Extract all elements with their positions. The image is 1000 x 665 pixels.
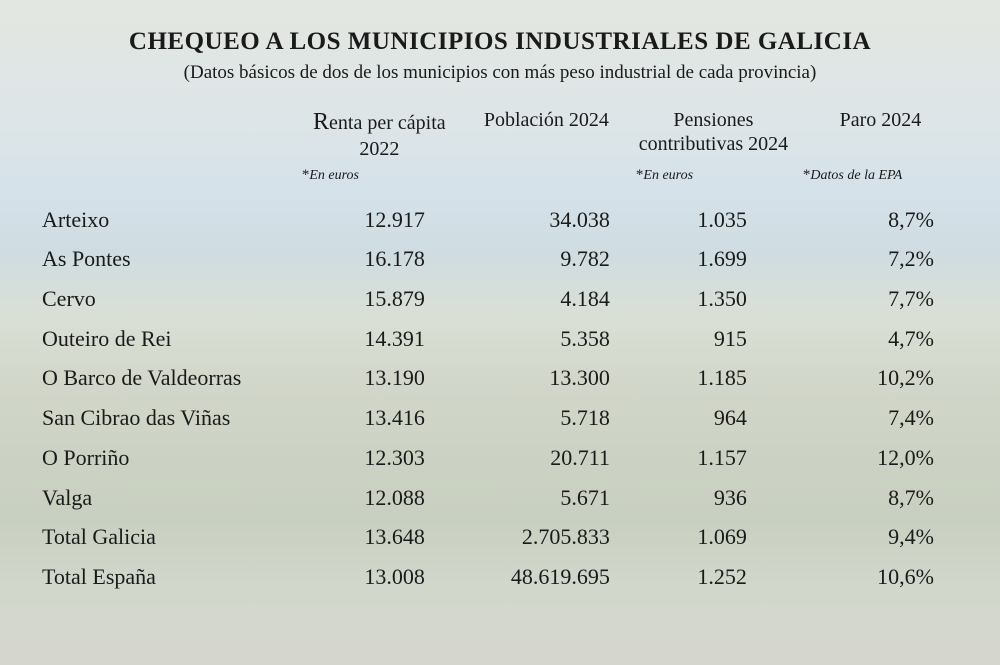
page-subtitle: (Datos básicos de dos de los municipios … [36,62,964,84]
table-row: As Pontes 16.178 9.782 1.699 7,2% [36,239,964,279]
table-row: Valga 12.088 5.671 936 8,7% [36,478,964,518]
col-header-paro: Paro 2024 [797,108,964,163]
content-container: CHEQUEO A LOS MUNICIPIOS INDUSTRIALES DE… [0,0,1000,665]
cell-paro: 10,6% [797,557,964,597]
cell-name: Outeiro de Rei [36,319,296,359]
table-body: Arteixo 12.917 34.038 1.035 8,7% As Pont… [36,200,964,597]
cell-poblacion: 2.705.833 [463,517,630,557]
table-row: Cervo 15.879 4.184 1.350 7,7% [36,279,964,319]
col-note-pensiones: *En euros [630,163,797,200]
cell-name: San Cibrao das Viñas [36,398,296,438]
cell-paro: 7,7% [797,279,964,319]
cell-poblacion: 9.782 [463,239,630,279]
col-note-pensiones-text: En euros [643,168,693,183]
table-row: Arteixo 12.917 34.038 1.035 8,7% [36,200,964,240]
cell-renta: 12.088 [296,478,463,518]
cell-renta: 13.190 [296,358,463,398]
cell-paro: 7,2% [797,239,964,279]
cell-pensiones: 1.035 [630,200,797,240]
cell-paro: 10,2% [797,358,964,398]
cell-paro: 8,7% [797,478,964,518]
cell-pensiones: 964 [630,398,797,438]
col-note-poblacion [463,163,630,200]
cell-renta: 16.178 [296,239,463,279]
cell-poblacion: 48.619.695 [463,557,630,597]
col-header-pensiones: Pensiones contributivas 2024 [630,108,797,163]
cell-paro: 4,7% [797,319,964,359]
table-row: Total España 13.008 48.619.695 1.252 10,… [36,557,964,597]
cell-renta: 12.303 [296,438,463,478]
table-row: Total Galicia 13.648 2.705.833 1.069 9,4… [36,517,964,557]
cell-renta: 15.879 [296,279,463,319]
data-table: Renta per cápita 2022 Población 2024 Pen… [36,108,964,597]
cell-pensiones: 1.350 [630,279,797,319]
cell-poblacion: 5.671 [463,478,630,518]
cell-renta: 13.008 [296,557,463,597]
cell-pensiones: 1.252 [630,557,797,597]
table-row: O Porriño 12.303 20.711 1.157 12,0% [36,438,964,478]
col-note-empty [36,163,296,200]
table-row: O Barco de Valdeorras 13.190 13.300 1.18… [36,358,964,398]
cell-poblacion: 5.358 [463,319,630,359]
table-row: San Cibrao das Viñas 13.416 5.718 964 7,… [36,398,964,438]
cell-name: Valga [36,478,296,518]
cell-paro: 12,0% [797,438,964,478]
col-note-renta-text: En euros [309,168,359,183]
col-note-paro-text: Datos de la EPA [810,168,902,183]
cell-renta: 13.416 [296,398,463,438]
cell-poblacion: 4.184 [463,279,630,319]
cell-pensiones: 1.069 [630,517,797,557]
col-header-name [36,108,296,163]
cell-name: Cervo [36,279,296,319]
col-header-poblacion: Población 2024 [463,108,630,163]
cell-paro: 8,7% [797,200,964,240]
cell-pensiones: 1.157 [630,438,797,478]
cell-pensiones: 915 [630,319,797,359]
col-note-paro: *Datos de la EPA [797,163,964,200]
table-row: Outeiro de Rei 14.391 5.358 915 4,7% [36,319,964,359]
cell-renta: 12.917 [296,200,463,240]
cell-pensiones: 1.185 [630,358,797,398]
cell-pensiones: 936 [630,478,797,518]
cell-paro: 9,4% [797,517,964,557]
cell-name: As Pontes [36,239,296,279]
cell-poblacion: 5.718 [463,398,630,438]
cell-pensiones: 1.699 [630,239,797,279]
cell-name: Total España [36,557,296,597]
cell-name: Arteixo [36,200,296,240]
cell-name: O Porriño [36,438,296,478]
table-header-row: Renta per cápita 2022 Población 2024 Pen… [36,108,964,163]
cell-name: Total Galicia [36,517,296,557]
cell-renta: 13.648 [296,517,463,557]
col-header-renta: Renta per cápita 2022 [296,108,463,163]
cell-poblacion: 34.038 [463,200,630,240]
table-note-row: *En euros *En euros *Datos de la EPA [36,163,964,200]
cell-poblacion: 20.711 [463,438,630,478]
cell-renta: 14.391 [296,319,463,359]
page-title: CHEQUEO A LOS MUNICIPIOS INDUSTRIALES DE… [36,28,964,56]
cell-name: O Barco de Valdeorras [36,358,296,398]
cell-paro: 7,4% [797,398,964,438]
col-note-renta: *En euros [296,163,463,200]
cell-poblacion: 13.300 [463,358,630,398]
